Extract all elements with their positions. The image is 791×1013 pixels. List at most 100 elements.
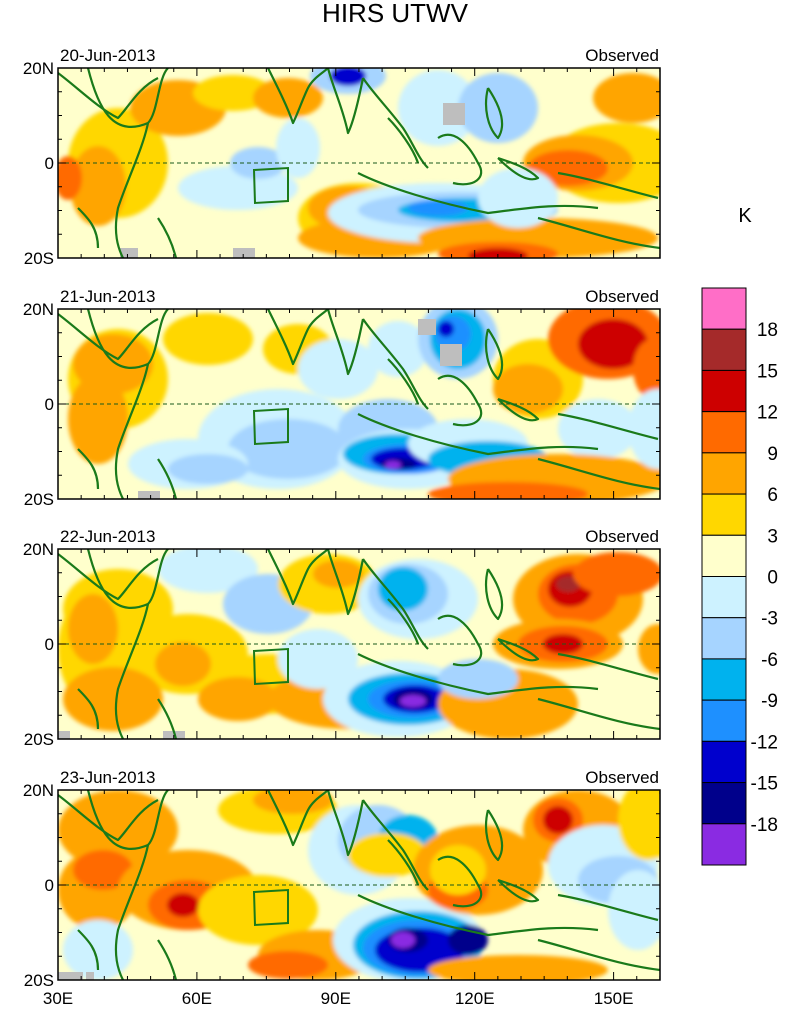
- coastline: [497, 156, 540, 181]
- coastline: [357, 894, 599, 937]
- anomaly-contour: [573, 552, 660, 596]
- anomaly-contour: [155, 642, 211, 686]
- latitude-label: 0: [45, 154, 54, 173]
- missing-data-patch: [58, 972, 83, 980]
- anomaly-contour: [493, 364, 563, 414]
- coastlines: [58, 309, 660, 499]
- longitude-label: 60E: [182, 989, 212, 1008]
- longitude-label: 30E: [43, 989, 73, 1008]
- anomaly-contour: [633, 339, 660, 399]
- coastline: [387, 358, 420, 405]
- colorbar-swatch: [701, 493, 747, 536]
- colorbar-level: 3: [767, 526, 778, 547]
- colorbar-swatch: [701, 369, 747, 413]
- missing-data-patch: [58, 731, 70, 739]
- colorbar-swatches: [701, 287, 747, 866]
- colorbar-level: -15: [751, 774, 778, 795]
- colorbar-level: -18: [751, 815, 778, 836]
- region-box: [252, 888, 289, 927]
- coastline: [484, 809, 504, 862]
- coastline: [58, 794, 159, 842]
- anomaly-contour: [438, 321, 454, 337]
- axis-ticks: [57, 67, 661, 259]
- anomaly-contour: [558, 399, 638, 459]
- coastline: [114, 363, 150, 499]
- anomaly-contour: [528, 150, 608, 186]
- panel-date: 20-Jun-2013: [60, 46, 155, 65]
- coastline: [77, 929, 100, 971]
- panel-date: 23-Jun-2013: [60, 768, 155, 787]
- coastline: [157, 458, 178, 499]
- colorbar-swatch: [701, 576, 747, 619]
- anomaly-contour: [593, 73, 660, 123]
- latitude-label: 20N: [23, 59, 54, 78]
- coastline: [58, 313, 159, 361]
- figure-title: HIRS UTWV: [322, 0, 469, 28]
- coastline: [362, 77, 429, 169]
- latitude-label: 0: [45, 395, 54, 414]
- coastline: [157, 217, 178, 258]
- coastline: [267, 549, 329, 606]
- coastline: [58, 72, 159, 120]
- anomaly-contour: [400, 695, 426, 707]
- coastline: [497, 397, 540, 422]
- coastline: [497, 878, 540, 903]
- anomaly-contour: [248, 951, 328, 979]
- coastline: [484, 568, 504, 621]
- coastline: [557, 652, 659, 681]
- missing-data-patch: [443, 103, 465, 125]
- colorbar-unit: K: [738, 205, 752, 227]
- missing-data-patch: [233, 248, 255, 258]
- anomaly-contour: [167, 893, 199, 917]
- latitude-label: 20S: [24, 249, 54, 268]
- region-box: [252, 647, 289, 686]
- colorbar-level: 0: [767, 568, 778, 589]
- anomaly-contour: [158, 549, 258, 593]
- colorbar-swatch: [701, 452, 747, 495]
- coastline: [86, 68, 169, 129]
- coastline: [387, 839, 420, 886]
- coastline: [362, 558, 429, 650]
- coastline: [557, 412, 659, 441]
- latitude-label: 20S: [24, 490, 54, 509]
- map-panel: 22-Jun-2013 Observed 20N 0 20S: [23, 527, 661, 749]
- missing-data-patch: [138, 491, 160, 499]
- colorbar-swatch: [701, 699, 747, 742]
- anomaly-contour: [58, 156, 82, 200]
- coastline: [326, 309, 365, 376]
- coastline: [77, 207, 100, 249]
- panel-label: Observed: [585, 527, 659, 546]
- coastline: [114, 122, 150, 258]
- anomaly-contour: [68, 594, 118, 664]
- anomaly-contour: [70, 146, 126, 226]
- coastline: [537, 938, 660, 972]
- coastline: [86, 309, 169, 370]
- colorbar-swatch: [701, 411, 747, 454]
- missing-data-patch: [440, 344, 462, 366]
- coastline: [484, 87, 504, 140]
- coastline: [557, 171, 659, 200]
- axis-ticks: [57, 548, 661, 740]
- coastline: [114, 603, 150, 739]
- anomaly-contour: [478, 168, 558, 228]
- coastline: [326, 790, 365, 857]
- coastline: [114, 844, 150, 980]
- colorbar-level: 15: [757, 361, 778, 382]
- panel-label: Observed: [585, 287, 659, 306]
- anomaly-contour: [608, 870, 660, 950]
- colorbar-swatch: [701, 782, 747, 825]
- anomaly-contour: [163, 313, 253, 365]
- anomaly-contour: [438, 659, 518, 699]
- colorbar-level: -12: [751, 732, 778, 753]
- anomaly-contour: [628, 389, 660, 469]
- coastline: [387, 598, 420, 645]
- panel-label: Observed: [585, 768, 659, 787]
- colorbar-swatch: [701, 740, 747, 784]
- region-box: [252, 166, 289, 205]
- coastline: [357, 172, 599, 215]
- coastline: [267, 68, 329, 125]
- coastline: [387, 117, 420, 164]
- colorbar-level: -9: [761, 691, 778, 712]
- colorbar-level: 9: [767, 444, 778, 465]
- anomaly-contour: [430, 845, 486, 895]
